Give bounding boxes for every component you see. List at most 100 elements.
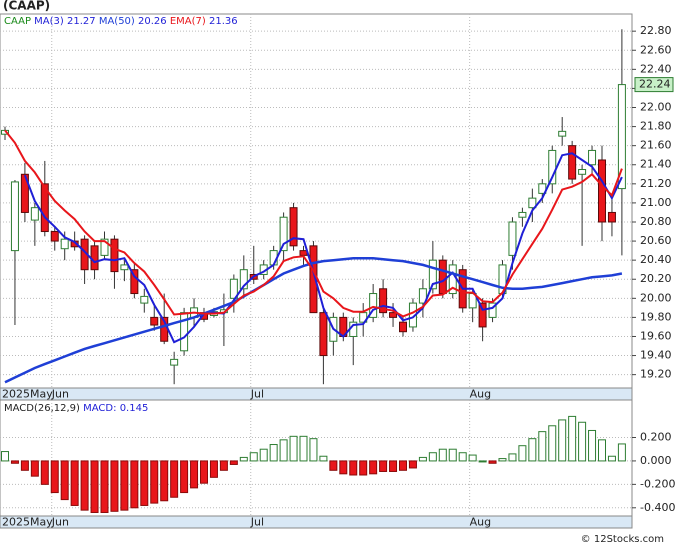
last-price: 22.24 [639,78,671,91]
macd-name: MACD(26,12,9) [4,403,80,414]
macd-bar [299,435,308,462]
footer: © 12Stocks.com [581,534,664,545]
macd-bar [249,452,258,462]
macd-bar [349,460,358,476]
macd-bar [607,455,616,462]
macd-bar [548,425,557,462]
macd-bar [478,460,487,463]
macd-bar [438,448,447,462]
macd-bar [617,443,626,462]
candle-body [428,259,437,290]
legend-entry: MA(50) [99,16,135,27]
macd-bar [90,460,99,513]
y-tick-label: 19.60 [640,329,672,342]
candle-body [10,181,19,252]
legend-entry: CAAP [4,16,31,27]
legend: CAAP MA(3) 21.27 MA(50) 20.26 EMA(7) 21.… [4,16,238,27]
macd-bar [488,460,497,464]
chart-title: (CAAP) [3,0,50,13]
y-tick-label: -0.400 [640,501,675,514]
candle-body [289,207,298,247]
macd-label: MACD: [83,403,116,414]
date-strip [0,387,633,401]
y-tick-label: 19.20 [640,368,672,381]
legend-entry: 20.26 [138,16,167,27]
macd-bar [339,460,348,475]
candle-body [30,207,39,221]
macd-bar [180,460,189,494]
y-tick-label: -0.200 [640,477,675,490]
candle-body [170,358,179,366]
macd-bar [408,460,417,469]
candle-body [130,269,139,295]
macd-bar [319,455,328,462]
macd-bar [120,460,129,511]
candle-body [100,238,109,256]
macd-bar [80,460,89,511]
macd-bar [239,456,248,462]
candle-body [478,302,487,328]
candle-body [568,145,577,180]
macd-bar [110,460,119,512]
macd-bar [190,460,199,489]
candle-body [598,159,606,223]
candle-body [120,264,129,271]
macd-bar [219,460,228,471]
y-tick-label: 21.40 [640,158,672,171]
macd-bar [428,452,437,462]
x-tick-label: Aug [470,388,491,401]
x-tick-label: 2025May [2,388,53,401]
candle-body [150,316,159,326]
macd-bar [508,453,517,462]
macd-bar [309,438,318,462]
candle-body [20,173,29,213]
macd-bar [468,454,477,462]
candle-body [418,288,427,304]
macd-bar [279,439,288,462]
y-tick-label: 22.80 [640,24,672,37]
y-tick-label: 21.60 [640,139,672,152]
macd-bar [369,460,378,475]
x-tick-label: 2025May [2,516,53,529]
macd-bar [150,460,159,504]
macd-bar [30,460,39,477]
macd-bar [329,460,338,471]
x-tick-label: Jul [250,388,264,401]
macd-bar [359,460,368,476]
macd-bar [448,448,457,462]
legend-entry: 21.27 [67,16,96,27]
candle-body [140,295,149,304]
legend-entry: MA(3) [34,16,64,27]
macd-bar [289,435,298,462]
candle-body [279,216,288,252]
macd-bar [538,431,547,462]
candle-body [558,130,567,137]
candle-body [617,84,626,190]
macd-legend: MACD(26,12,9) MACD: 0.145 [4,403,148,414]
macd-bar [229,460,238,465]
macd-bar [528,438,537,462]
candle-body [588,149,597,166]
candle-body [319,312,328,357]
candle-body [528,197,537,209]
macd-bar [160,460,169,502]
macd-bar [578,421,587,462]
y-tick-label: 21.80 [640,120,672,133]
candle-body [389,312,398,318]
y-tick-label: 20.20 [640,272,672,285]
macd-bar [10,460,19,464]
x-tick-label: Jun [51,516,69,529]
y-tick-label: 20.40 [640,253,672,266]
y-tick-label: 20.80 [640,215,672,228]
macd-bar [568,415,577,462]
macd-bar [588,429,597,462]
y-tick-label: 21.00 [640,196,672,209]
candle-body [518,211,527,218]
y-tick-label: 0.000 [640,454,672,467]
macd-bar [20,460,29,471]
candle-body [1,129,9,135]
macd-bar [140,460,149,506]
macd-bar [379,460,388,472]
candle-body [578,169,587,175]
